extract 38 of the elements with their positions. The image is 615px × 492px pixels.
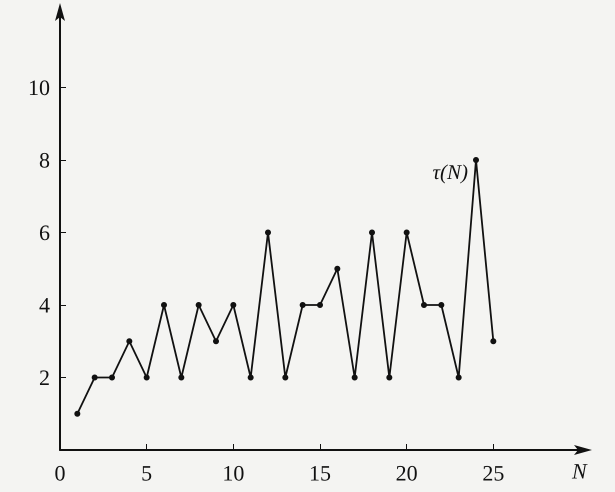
point	[178, 374, 184, 380]
x-tick-label: 10	[222, 460, 244, 486]
point	[265, 230, 271, 236]
y-tick-label: 2	[39, 365, 50, 390]
point	[473, 157, 479, 163]
point	[421, 302, 427, 308]
x-tick-label: 20	[396, 460, 418, 486]
point	[369, 230, 375, 236]
point	[456, 374, 462, 380]
annotation: τ(N)	[432, 160, 468, 184]
point	[213, 338, 219, 344]
point	[92, 374, 98, 380]
point	[74, 410, 80, 417]
point	[352, 374, 358, 380]
point	[404, 230, 410, 236]
x-tick-label: 5	[141, 460, 152, 486]
point	[282, 374, 288, 380]
point	[300, 302, 306, 308]
x-axis-title: N	[571, 458, 588, 484]
point	[230, 302, 236, 308]
point	[317, 302, 323, 308]
x-tick-label: 15	[309, 460, 331, 486]
point	[248, 374, 254, 380]
point	[490, 338, 496, 344]
x-tick-label: 25	[482, 460, 504, 486]
y-tick-label: 8	[39, 148, 50, 172]
y-tick-label: 4	[39, 292, 50, 318]
point	[386, 374, 392, 380]
x-tick-label: 0	[54, 460, 66, 486]
point	[161, 302, 167, 308]
point	[334, 266, 340, 272]
y-tick-label: 6	[39, 220, 50, 245]
point	[126, 338, 132, 344]
point	[196, 302, 202, 308]
point	[438, 302, 444, 308]
point	[144, 374, 150, 380]
point	[109, 374, 115, 380]
y-tick-label: 10	[28, 75, 50, 100]
